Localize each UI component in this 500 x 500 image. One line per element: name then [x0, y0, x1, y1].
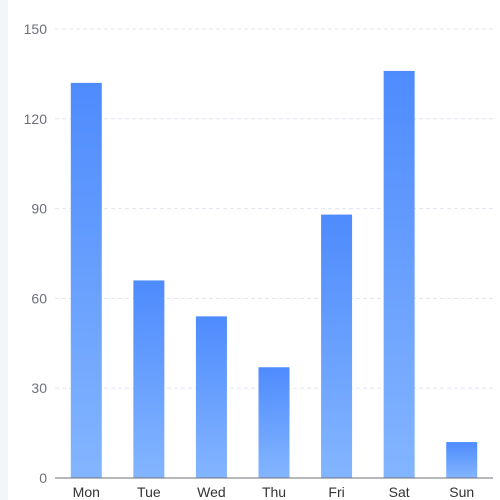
y-tick-label: 0: [39, 470, 47, 486]
x-tick-label: Mon: [73, 484, 100, 500]
y-tick-label: 90: [31, 201, 47, 217]
bar-mon[interactable]: [70, 82, 102, 478]
x-tick-label: Thu: [262, 484, 286, 500]
bar-thu[interactable]: [258, 367, 290, 478]
y-tick-label: 120: [24, 111, 48, 127]
x-tick-label: Fri: [328, 484, 344, 500]
bar-sun[interactable]: [446, 442, 478, 478]
bar-wed[interactable]: [195, 316, 227, 478]
bar-fri[interactable]: [321, 214, 353, 478]
x-tick-label: Sat: [389, 484, 410, 500]
x-tick-label: Tue: [137, 484, 161, 500]
y-tick-label: 60: [31, 290, 47, 306]
y-tick-label: 150: [24, 21, 48, 37]
bar-chart: 0 30 60 90 120 150 Mon Tue Wed Thu Fri Sat Sun: [24, 21, 493, 500]
bar-tue[interactable]: [133, 280, 165, 478]
x-tick-label: Wed: [197, 484, 226, 500]
y-tick-label: 30: [31, 380, 47, 396]
chart-panel: 0 30 60 90 120 150 Mon Tue Wed Thu Fri Sat Sun: [8, 0, 500, 500]
x-tick-label: Sun: [449, 484, 474, 500]
bar-sat[interactable]: [383, 70, 415, 478]
